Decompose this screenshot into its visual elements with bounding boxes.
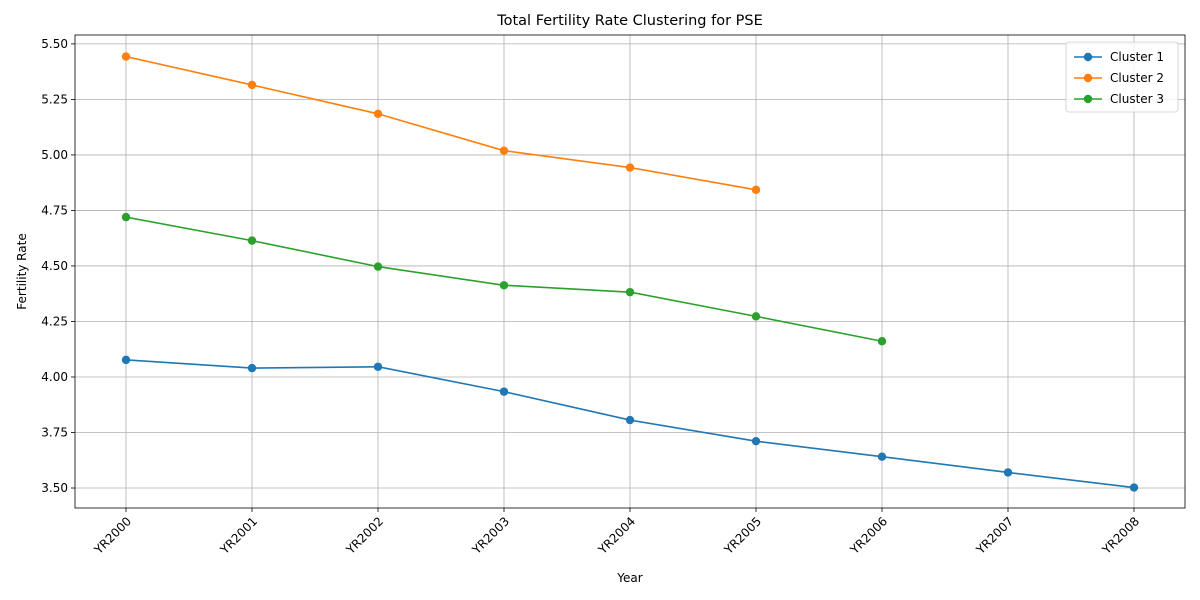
- x-tick-label: YR2006: [847, 514, 890, 557]
- data-point: [625, 287, 635, 297]
- y-tick-label: 3.75: [41, 425, 68, 439]
- data-point: [121, 355, 131, 365]
- y-tick-label: 4.75: [41, 203, 68, 217]
- legend: Cluster 1 Cluster 2 Cluster 3: [1065, 41, 1179, 113]
- x-tick-label: YR2005: [721, 514, 764, 557]
- x-axis-label: Year: [616, 571, 642, 585]
- data-point: [751, 312, 761, 321]
- y-axis-label: Fertility Rate: [15, 233, 29, 309]
- y-tick-label: 4.25: [41, 314, 68, 328]
- data-point: [373, 362, 383, 371]
- data-point: [373, 262, 383, 271]
- y-tick-label: 5.25: [41, 92, 68, 106]
- x-tick-label: YR2000: [91, 514, 134, 557]
- data-point: [247, 363, 257, 373]
- x-tick-label: YR2002: [343, 514, 386, 557]
- y-tick-label: 4.00: [41, 370, 68, 384]
- data-point: [877, 452, 887, 461]
- legend-marker: [1083, 52, 1093, 62]
- data-point: [121, 52, 131, 61]
- y-tick-label: 5.50: [41, 37, 68, 51]
- x-tick-label: YR2004: [595, 514, 638, 557]
- chart-title: Total Fertility Rate Clustering for PSE: [496, 13, 763, 29]
- grid-layer: [75, 35, 1185, 508]
- x-tick-label: YR2007: [973, 514, 1016, 557]
- data-point: [1003, 468, 1013, 477]
- legend-label: Cluster 1: [1110, 50, 1164, 64]
- data-point: [751, 436, 761, 446]
- legend-box: [1065, 41, 1179, 113]
- y-tick-label: 4.50: [41, 259, 68, 273]
- data-point: [247, 80, 257, 90]
- data-point: [499, 281, 509, 290]
- legend-marker: [1083, 73, 1093, 83]
- data-point: [121, 212, 131, 222]
- data-point: [499, 146, 509, 155]
- legend-marker: [1083, 94, 1093, 104]
- x-tick-label: YR2008: [1099, 514, 1142, 557]
- y-tick-label: 5.00: [41, 148, 68, 162]
- data-point: [625, 415, 635, 425]
- legend-label: Cluster 3: [1110, 92, 1164, 106]
- data-point: [1129, 483, 1139, 492]
- x-tick-label: YR2001: [217, 514, 260, 557]
- axis-layer: YR2000 YR2001 YR2002 YR2003 YR2004 YR2005 YR20…: [41, 37, 1142, 558]
- data-point: [499, 387, 509, 396]
- data-point: [877, 337, 887, 346]
- legend-label: Cluster 2: [1110, 71, 1164, 85]
- data-point: [247, 236, 257, 245]
- data-point: [625, 163, 635, 172]
- series-layer: [121, 52, 1139, 492]
- series-line: [125, 55, 757, 191]
- y-tick-label: 3.50: [41, 481, 68, 495]
- data-point: [751, 185, 761, 194]
- x-tick-label: YR2003: [469, 514, 512, 557]
- data-point: [373, 109, 383, 119]
